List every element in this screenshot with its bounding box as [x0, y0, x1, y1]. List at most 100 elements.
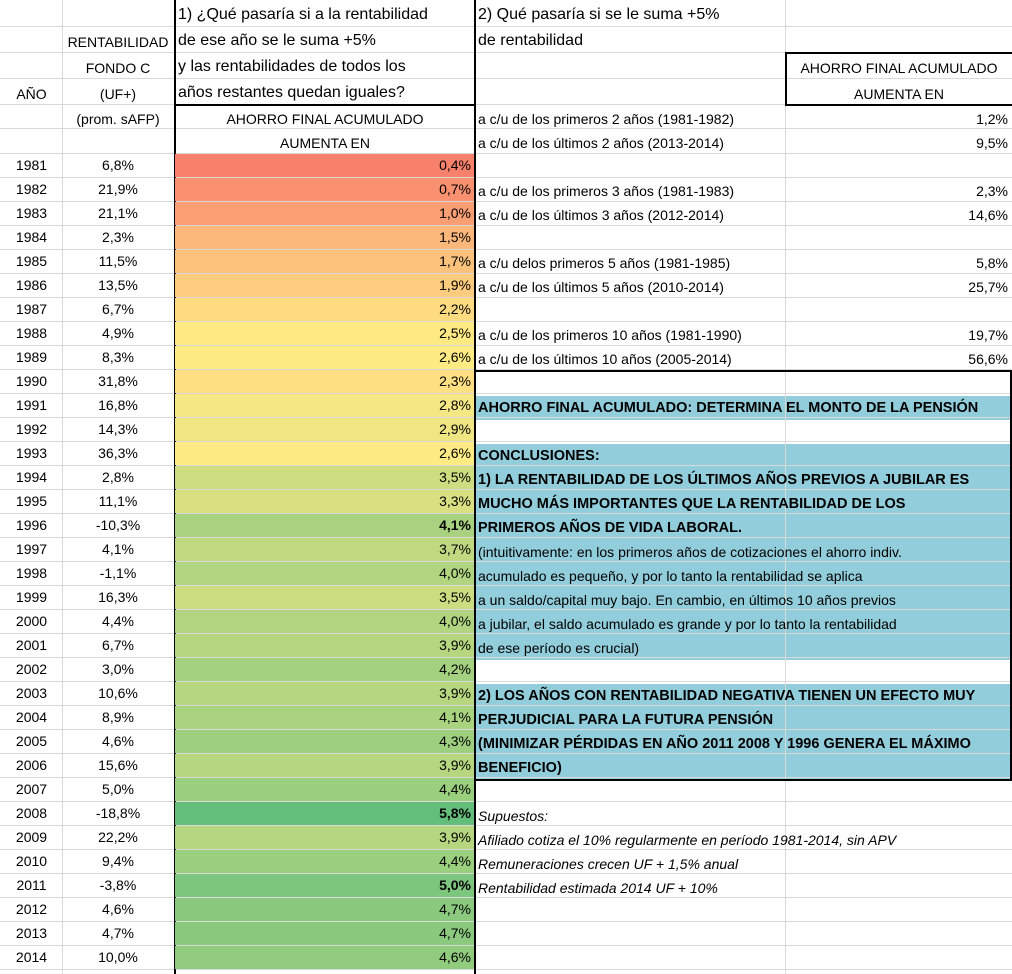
return-cell: 21,9%	[98, 181, 138, 197]
conclusion-1-line-2: MUCHO MÁS IMPORTANTES QUE LA RENTABILIDA…	[478, 496, 906, 512]
increase-cell: 1,5%	[439, 229, 471, 245]
scenario-2-label: a c/u de los últimos 2 años (2013-2014)	[478, 135, 724, 151]
grid-line	[0, 201, 1012, 202]
grid-line	[0, 897, 1012, 898]
question-2-line-1: 2) Qué pasaría si se le suma +5%	[478, 6, 720, 23]
year-cell: 1982	[15, 181, 48, 197]
heatmap-cell	[175, 706, 474, 729]
return-cell: 22,2%	[98, 829, 138, 845]
return-cell: 13,5%	[98, 277, 138, 293]
heatmap-cell	[175, 802, 474, 825]
conclusion-2-line-3: (MINIMIZAR PÉRDIDAS EN AÑO 2011 2008 Y 1…	[478, 736, 971, 752]
increase-cell: 0,7%	[439, 181, 471, 197]
heatmap-cell	[175, 658, 474, 681]
increase-cell: 3,5%	[439, 589, 471, 605]
year-cell: 2012	[15, 901, 48, 917]
grid-line	[475, 779, 1012, 781]
increase-cell: 2,6%	[439, 445, 471, 461]
heatmap-cell	[175, 418, 474, 441]
increase-cell: 4,0%	[439, 613, 471, 629]
conclusion-2-line-2: PERJUDICIAL PARA LA FUTURA PENSIÓN	[478, 712, 774, 728]
year-cell: 1991	[15, 397, 48, 413]
year-cell: 1983	[15, 205, 48, 221]
grid-line	[0, 489, 1012, 490]
heatmap-cell	[175, 778, 474, 801]
fund-header-2: FONDO C	[85, 60, 151, 76]
grid-line	[785, 52, 1012, 54]
increase-cell: 3,9%	[439, 637, 471, 653]
conclusion-1-line-3: PRIMEROS AÑOS DE VIDA LABORAL.	[478, 520, 742, 536]
return-cell: 2,3%	[102, 229, 134, 245]
grid-line	[0, 273, 1012, 274]
increase-cell: 3,7%	[439, 541, 471, 557]
return-cell: 4,6%	[102, 733, 134, 749]
assumptions-title: Supuestos:	[478, 808, 549, 824]
increase-cell: 2,3%	[439, 373, 471, 389]
conclusion-2-line-4: BENEFICIO)	[478, 760, 562, 776]
heatmap-cell	[175, 826, 474, 849]
determines-note: AHORRO FINAL ACUMULADO: DETERMINA EL MON…	[478, 400, 979, 416]
assumption-3: Rentabilidad estimada 2014 UF + 10%	[478, 880, 718, 896]
increase-cell: 4,4%	[439, 781, 471, 797]
heatmap-cell	[175, 226, 474, 249]
grid-line	[0, 104, 1012, 105]
grid-line	[785, 52, 787, 104]
scenario-4-value: 14,6%	[968, 207, 1008, 223]
return-cell: 14,3%	[98, 421, 138, 437]
heatmap-cell	[175, 730, 474, 753]
return-cell: 5,0%	[102, 781, 134, 797]
scenario-7-label: a c/u de los primeros 10 años (1981-1990…	[478, 327, 742, 343]
increase-cell: 2,6%	[439, 349, 471, 365]
grid-line	[0, 465, 1012, 466]
grid-line	[0, 153, 1012, 154]
year-cell: 1995	[15, 493, 48, 509]
return-cell: 8,9%	[102, 709, 134, 725]
heatmap-cell	[175, 322, 474, 345]
increase-cell: 4,1%	[439, 709, 471, 725]
return-cell: 11,5%	[98, 253, 138, 269]
grid-line	[475, 370, 1012, 372]
heatmap-cell	[175, 634, 474, 657]
heatmap-cell	[175, 922, 474, 945]
heatmap-cell	[175, 250, 474, 273]
return-cell: 4,6%	[102, 901, 134, 917]
grid-line	[0, 128, 1012, 129]
heatmap-cell	[175, 442, 474, 465]
year-cell: 1989	[15, 349, 48, 365]
year-cell: 1986	[15, 277, 48, 293]
q2-result-header-1: AHORRO FINAL ACUMULADO	[800, 60, 998, 76]
heatmap-cell	[175, 202, 474, 225]
heatmap-cell	[175, 562, 474, 585]
heatmap-cell	[175, 946, 474, 969]
return-cell: 3,0%	[102, 661, 134, 677]
year-cell: 1996	[15, 517, 48, 533]
q2-result-header-2: AUMENTA EN	[854, 86, 944, 102]
year-cell: 2003	[15, 685, 48, 701]
assumption-2: Remuneraciones crecen UF + 1,5% anual	[478, 856, 739, 872]
grid-line	[0, 345, 1012, 346]
q1-result-header-2: AUMENTA EN	[280, 135, 370, 151]
year-cell: 2004	[15, 709, 48, 725]
year-cell: 2007	[15, 781, 48, 797]
heatmap-cell	[175, 754, 474, 777]
increase-cell: 4,2%	[439, 661, 471, 677]
increase-cell: 2,2%	[439, 301, 471, 317]
conclusion-1-band	[475, 444, 1012, 660]
return-cell: 6,8%	[102, 157, 134, 173]
grid-line	[0, 177, 1012, 178]
year-cell: 2001	[15, 637, 48, 653]
return-cell: 21,1%	[98, 205, 138, 221]
grid-line	[785, 0, 786, 974]
heatmap-cell	[175, 490, 474, 513]
heatmap-cell	[175, 370, 474, 393]
grid-line	[0, 297, 1012, 298]
question-1-line-3: y las rentabilidades de todos los	[178, 58, 406, 75]
grid-line	[0, 609, 1012, 610]
grid-line	[0, 321, 1012, 322]
grid-line	[0, 945, 1012, 946]
conclusion-1-line-5: acumulado es pequeño, y por lo tanto la …	[478, 568, 863, 584]
heatmap-cell	[175, 538, 474, 561]
grid-line	[0, 52, 1012, 53]
heatmap-cell	[175, 178, 474, 201]
return-cell: 6,7%	[102, 637, 134, 653]
